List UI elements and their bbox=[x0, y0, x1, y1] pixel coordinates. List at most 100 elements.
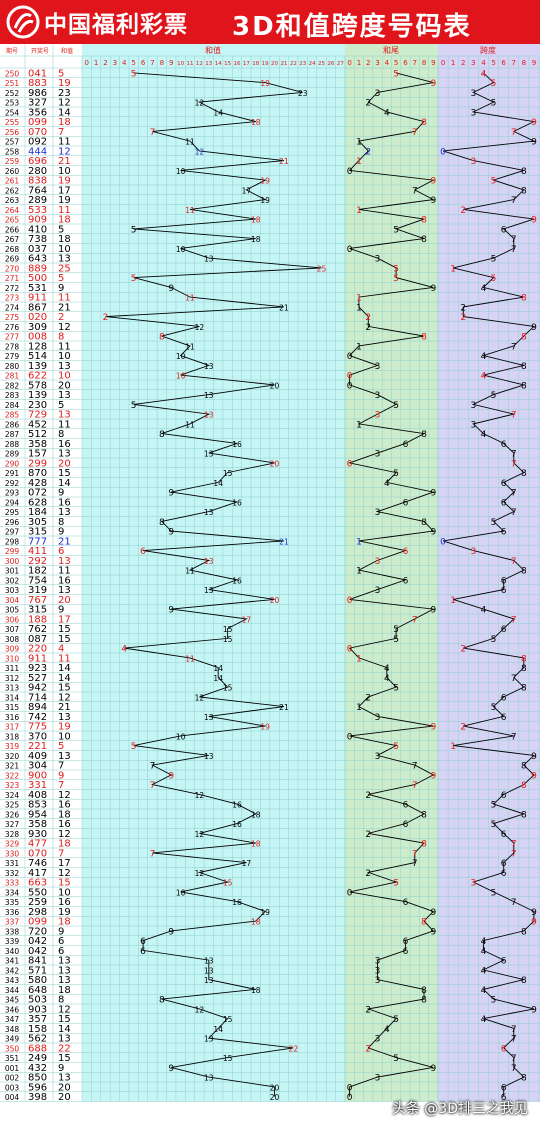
sum-value: 18 bbox=[58, 985, 71, 996]
sum-value: 13 bbox=[58, 712, 71, 723]
tail-trend-point-label: 4 bbox=[384, 664, 390, 674]
sum-value: 18 bbox=[58, 215, 71, 226]
issue-number: 314 bbox=[5, 693, 20, 702]
draw-number: 729 bbox=[28, 410, 47, 421]
sum-value: 21 bbox=[58, 302, 71, 313]
issue-number: 253 bbox=[5, 99, 20, 108]
tail-trend-point-label: 1 bbox=[356, 537, 362, 547]
span-trend-point-label: 8 bbox=[521, 684, 527, 694]
sum-trend-point-label: 12 bbox=[195, 1005, 205, 1014]
issue-number: 285 bbox=[5, 411, 20, 420]
draw-number: 533 bbox=[28, 205, 47, 216]
sum-axis-tick: 16 bbox=[233, 61, 240, 67]
span-trend-point-label: 7 bbox=[511, 732, 517, 742]
sum-value: 25 bbox=[58, 263, 71, 274]
sum-axis-tick: 23 bbox=[299, 61, 306, 67]
draw-number: 889 bbox=[28, 263, 47, 274]
sum-trend-point-label: 20 bbox=[270, 459, 280, 468]
issue-number: 282 bbox=[5, 381, 20, 390]
draw-number: 512 bbox=[28, 429, 47, 440]
tail-trend-point-label: 6 bbox=[403, 440, 409, 450]
tail-trend-point-label: 3 bbox=[375, 586, 381, 596]
header-span-chart: 跨度 bbox=[480, 45, 496, 55]
tail-trend-point-label: 3 bbox=[375, 89, 381, 99]
sum-value: 12 bbox=[58, 868, 71, 879]
sum-trend-point-label: 18 bbox=[251, 918, 261, 927]
sum-trend-point-label: 21 bbox=[279, 303, 289, 312]
issue-number: 312 bbox=[5, 674, 20, 683]
span-trend-point-label: 7 bbox=[511, 450, 517, 460]
tail-trend-point-label: 4 bbox=[384, 1025, 390, 1035]
tail-trend-point-label: 8 bbox=[421, 118, 427, 128]
span-trend-point-label: 6 bbox=[501, 576, 507, 586]
sum-axis-tick: 14 bbox=[215, 61, 222, 67]
issue-number: 298 bbox=[5, 537, 20, 546]
draw-number: 042 bbox=[28, 936, 47, 947]
sum-value: 19 bbox=[58, 907, 71, 918]
sum-value: 21 bbox=[58, 702, 71, 713]
sum-trend-point-label: 6 bbox=[140, 547, 146, 557]
tail-trend-point-label: 5 bbox=[393, 401, 399, 411]
span-trend-point-label: 5 bbox=[491, 703, 497, 713]
span-trend-point-label: 7 bbox=[511, 508, 517, 518]
sum-trend-point-label: 15 bbox=[223, 1015, 233, 1024]
tail-trend-point-label: 7 bbox=[412, 859, 418, 869]
sum-trend-point-label: 12 bbox=[195, 791, 205, 800]
sum-axis-tick: 2 bbox=[103, 59, 107, 67]
draw-number: 358 bbox=[28, 819, 47, 830]
issue-number: 272 bbox=[5, 284, 20, 293]
sum-value: 11 bbox=[58, 137, 71, 148]
tail-trend-point-label: 7 bbox=[412, 186, 418, 196]
tail-trend-point-label: 1 bbox=[356, 567, 362, 577]
span-trend-point-label: 5 bbox=[491, 635, 497, 645]
sum-trend-point-label: 5 bbox=[131, 742, 137, 752]
span-trend-point-label: 8 bbox=[521, 976, 527, 986]
draw-number: 562 bbox=[28, 1034, 47, 1045]
span-trend-point-label: 2 bbox=[460, 303, 466, 313]
span-trend-point-label: 4 bbox=[481, 69, 487, 79]
issue-number: 313 bbox=[5, 684, 20, 693]
draw-number: 327 bbox=[28, 98, 47, 109]
issue-number: 271 bbox=[5, 274, 20, 283]
tail-trend-point-label: 9 bbox=[430, 723, 436, 733]
tail-trend-point-label: 5 bbox=[393, 69, 399, 79]
sum-value: 15 bbox=[58, 878, 71, 889]
sum-trend-point-label: 9 bbox=[168, 489, 174, 499]
issue-number: 315 bbox=[5, 703, 20, 712]
tail-trend-point-label: 6 bbox=[403, 498, 409, 508]
span-trend-point-label: 7 bbox=[511, 1064, 517, 1074]
draw-number: 714 bbox=[28, 692, 47, 703]
sum-value: 5 bbox=[58, 68, 64, 79]
draw-number: 909 bbox=[28, 215, 47, 226]
sum-value: 11 bbox=[58, 293, 71, 304]
sum-trend-point-label: 19 bbox=[260, 723, 270, 732]
sum-axis-tick: 8 bbox=[160, 59, 164, 67]
sum-trend-point-label: 14 bbox=[213, 1025, 223, 1034]
span-trend-point-label: 2 bbox=[460, 723, 466, 733]
span-trend-point-label: 3 bbox=[470, 401, 476, 411]
issue-number: 259 bbox=[5, 157, 20, 166]
issue-number: 330 bbox=[5, 849, 20, 858]
draw-number: 299 bbox=[28, 458, 47, 469]
draw-number: 841 bbox=[28, 956, 47, 967]
sum-trend-point-label: 25 bbox=[317, 264, 327, 273]
span-trend-point-label: 8 bbox=[521, 664, 527, 674]
issue-number: 306 bbox=[5, 615, 20, 624]
span-trend-point-label: 9 bbox=[531, 216, 537, 226]
sum-value: 13 bbox=[58, 585, 71, 596]
sum-trend-point-label: 9 bbox=[168, 771, 174, 781]
span-trend-point-label: 7 bbox=[511, 245, 517, 255]
sum-trend-point-label: 17 bbox=[242, 186, 252, 195]
issue-number: 300 bbox=[5, 557, 20, 566]
span-trend-point-label: 3 bbox=[470, 108, 476, 118]
span-trend-point-label: 8 bbox=[521, 1074, 527, 1084]
issue-number: 324 bbox=[5, 791, 20, 800]
sum-axis-tick: 3 bbox=[113, 59, 117, 67]
issue-number: 003 bbox=[5, 1083, 20, 1092]
span-trend-point-label: 4 bbox=[481, 284, 487, 294]
draw-number: 696 bbox=[28, 156, 47, 167]
tail-axis-tick: 8 bbox=[422, 59, 426, 67]
issue-number: 349 bbox=[5, 1035, 20, 1044]
span-axis-tick: 2 bbox=[461, 59, 465, 67]
draw-number: 289 bbox=[28, 195, 47, 206]
